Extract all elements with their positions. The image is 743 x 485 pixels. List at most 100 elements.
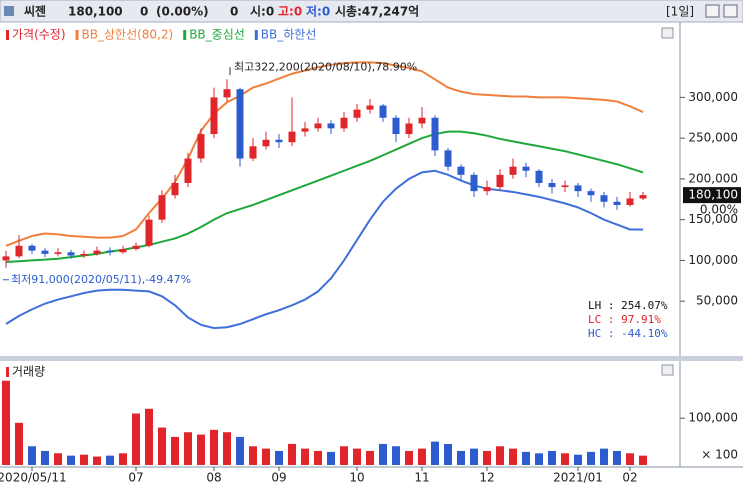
volume-bar [184,432,192,465]
candle-body [314,123,322,129]
candle-body [353,109,361,118]
candle-body [301,128,309,132]
volume-bar [249,446,257,465]
y-tick-label: 100,000 [688,253,738,267]
volume-bar [483,450,491,465]
x-tick-label: 10 [349,471,364,485]
candle-body [366,105,374,110]
x-tick-label: 11 [414,471,429,485]
volume-bar [444,443,452,465]
panel-separator [0,356,743,361]
candle-body [15,245,23,257]
close-button[interactable] [723,4,738,18]
candle-body [327,123,335,129]
volume-bar [67,455,75,465]
x-tick-label: 2020/05/11 [0,471,67,485]
volume-bar [275,450,283,465]
candle-body [249,146,257,159]
restore-button[interactable] [705,4,720,18]
volume-bar [405,450,413,465]
legend-label: BB_하한선 [261,28,317,42]
candle-body [171,182,179,196]
candle-body [145,219,153,246]
market-cap: 시총:47,247억 [335,4,419,19]
volume: 0 [230,5,238,19]
volume-bar [145,408,153,465]
volume-bar [288,443,296,465]
volume-bar [28,446,36,465]
y-tick-label: 150,000 [688,212,738,226]
legend-marker [75,30,79,40]
candle-body [41,250,49,254]
band-line [5,169,643,330]
candle-body [184,158,192,183]
panel-title: 거래량 [12,365,45,379]
candle-body [600,195,608,202]
x-tick-label: 08 [206,471,221,485]
candle-body [93,250,101,254]
volume-bar [535,453,543,465]
volume-bar [587,451,595,465]
candle-body [392,117,400,135]
candle-body [444,150,452,167]
low: 저:0 [306,4,330,19]
candle-body [457,166,465,175]
candle-body [158,195,166,220]
volume-bar [327,451,335,465]
candle-body [509,166,517,175]
candle-body [626,198,634,205]
candle-body [197,134,205,159]
y-tick-label: 250,000 [688,131,738,145]
volume-bar [210,429,218,465]
price: 180,100 [68,5,123,19]
panel-button[interactable] [661,27,674,39]
candle-body [67,252,75,256]
x-tick-label: 09 [271,471,286,485]
candle-body [262,139,270,147]
x-tick-label: 02 [622,471,637,485]
volume-bar [197,434,205,465]
y-tick-label: 50,000 [696,294,738,308]
candle-body [288,131,296,143]
volume-bar [41,450,49,465]
volume-bar [236,436,244,465]
high: 고:0 [278,5,302,19]
legend-marker [6,30,9,40]
legend-marker [183,30,187,40]
x-tick-label: 12 [479,471,494,485]
candle-body [522,166,530,171]
y-tick-label: 200,000 [688,171,738,185]
y-tick-label: 300,000 [688,90,738,104]
panel-button[interactable] [661,364,674,376]
change: 0 [140,5,148,19]
volume-bar [93,456,101,465]
volume-bar [600,448,608,465]
volume-bar [223,432,231,465]
y-tick-label: 100,000 [688,411,738,425]
period-button[interactable]: [1일] [666,5,694,19]
volume-bar [431,441,439,465]
volume-bar [366,450,374,465]
candle-body [379,105,387,118]
x-tick-label: 2021/01 [553,471,603,485]
volume-bar [262,448,270,465]
candle-body [548,182,556,188]
candle-body [418,117,426,124]
volume-bar [158,427,166,465]
volume-bar [301,448,309,465]
header-bar [0,0,743,23]
volume-bar [2,380,10,465]
open: 시:0 [250,5,274,19]
volume-bar [353,448,361,465]
candle-body [431,117,439,151]
stat-label: HC : -44.10% [588,327,668,340]
price-tag [683,187,741,204]
legend-marker [6,367,9,377]
legend-label: BB_중심선 [189,28,245,42]
volume-bar [392,446,400,465]
candle-body [496,174,504,188]
volume-bar [340,446,348,465]
stat-label: LH : 254.07% [588,299,668,312]
candle-body [223,89,231,98]
